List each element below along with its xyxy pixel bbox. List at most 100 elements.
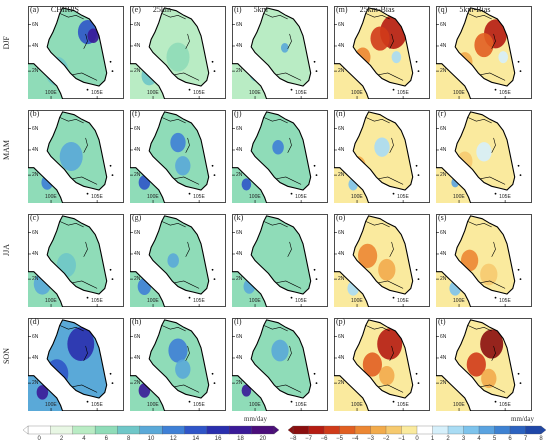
lat-label: 6N bbox=[134, 229, 141, 236]
lat-label: 6N bbox=[440, 229, 447, 236]
lon-label: 105E bbox=[499, 90, 511, 96]
lon-label: 100E bbox=[249, 90, 261, 96]
coastline-peninsula bbox=[250, 319, 312, 399]
lat-label: 2N bbox=[440, 172, 447, 179]
coastline-sumatra bbox=[130, 167, 166, 203]
lat-label: 6N bbox=[440, 333, 447, 340]
lon-label: 105E bbox=[397, 298, 409, 304]
map-panel-mam-5km bbox=[232, 110, 328, 203]
border-line bbox=[480, 384, 506, 393]
panel-letter: (l) bbox=[234, 317, 242, 326]
border-line bbox=[72, 176, 98, 185]
colorbar-tick-label: −1 bbox=[398, 436, 405, 442]
island-dot bbox=[417, 278, 420, 280]
border-line bbox=[59, 221, 84, 228]
island-dot bbox=[109, 164, 112, 167]
lat-label: 2N bbox=[440, 68, 447, 75]
lat-label: 2N bbox=[440, 380, 447, 387]
border-line bbox=[161, 117, 186, 124]
lat-label: 2N bbox=[32, 380, 39, 387]
panel-letter: (e) bbox=[132, 5, 141, 14]
coastline-peninsula bbox=[352, 7, 414, 87]
panel-letter: (a) bbox=[30, 5, 39, 14]
field-spot bbox=[87, 28, 100, 44]
panel-letter: (t) bbox=[438, 317, 446, 326]
field-spot bbox=[175, 156, 191, 176]
lat-label: 6N bbox=[32, 333, 39, 340]
map-panel-mam-chirps bbox=[28, 110, 124, 203]
colorbar-segment bbox=[447, 425, 464, 435]
colorbar-segment bbox=[251, 425, 275, 435]
colorbar-tick-label: 20 bbox=[259, 436, 267, 442]
lat-label: 4N bbox=[338, 146, 345, 153]
island-dot bbox=[86, 400, 89, 403]
coastline-sumatra bbox=[436, 63, 472, 99]
lat-label: 2N bbox=[338, 172, 345, 179]
island-dot bbox=[188, 400, 191, 403]
island-dot bbox=[392, 296, 395, 299]
map-panel-jja-5km-bias bbox=[436, 214, 532, 307]
colorbar-tick-label: 1 bbox=[430, 436, 435, 442]
border-line bbox=[467, 221, 492, 228]
map-panel-djf-chirps bbox=[28, 6, 124, 99]
coastline-sumatra bbox=[334, 63, 370, 99]
lat-label: 4N bbox=[32, 354, 39, 361]
coastline-sumatra bbox=[130, 63, 166, 99]
lat-label: 4N bbox=[338, 250, 345, 257]
season-label-djf: DJF bbox=[2, 36, 11, 50]
lat-label: 4N bbox=[236, 354, 243, 361]
field-spot bbox=[498, 51, 508, 64]
column-title: 25km bbox=[152, 5, 172, 14]
border-line bbox=[480, 280, 506, 289]
colorbar-tick-label: 2 bbox=[59, 436, 64, 442]
border-line bbox=[287, 33, 292, 49]
border-line bbox=[174, 176, 200, 185]
colorbar-segment bbox=[416, 425, 433, 435]
lat-label: 2N bbox=[338, 68, 345, 75]
lat-label: 6N bbox=[134, 125, 141, 132]
coastline-sumatra bbox=[436, 375, 472, 411]
island-dot bbox=[313, 268, 316, 271]
border-line bbox=[365, 117, 390, 124]
island-dot bbox=[188, 296, 191, 299]
coastline-peninsula bbox=[46, 111, 108, 191]
field-spot bbox=[241, 384, 252, 397]
panel-label: (q) 5km-Bias bbox=[438, 5, 490, 14]
lat-label: 6N bbox=[338, 229, 345, 236]
island-dot bbox=[188, 88, 191, 91]
panel-letter: (m) bbox=[336, 5, 348, 14]
island-dot bbox=[494, 192, 497, 195]
island-dot bbox=[211, 60, 214, 63]
panel-label: (g) bbox=[132, 213, 141, 222]
map-panel-djf-25km bbox=[130, 6, 226, 99]
lon-label: 105E bbox=[295, 194, 307, 200]
border-line bbox=[276, 384, 302, 393]
border-line bbox=[161, 221, 186, 228]
border-line bbox=[378, 280, 404, 289]
coastline-sumatra bbox=[28, 167, 64, 203]
field-spot bbox=[175, 359, 191, 379]
coastline-sumatra bbox=[436, 271, 472, 307]
map-panel-jja-25km bbox=[130, 214, 226, 307]
colorbar-tick-label: 7 bbox=[523, 436, 528, 442]
panel-label: (e) 25km bbox=[132, 5, 171, 14]
island-dot bbox=[109, 268, 112, 271]
panel-letter: (f) bbox=[132, 109, 140, 118]
island-dot bbox=[211, 268, 214, 271]
island-dot bbox=[517, 60, 520, 63]
lat-label: 2N bbox=[236, 276, 243, 283]
colorbar-end-high bbox=[540, 425, 546, 435]
field-spot bbox=[377, 328, 403, 360]
colorbar-segment bbox=[478, 425, 495, 435]
border-line bbox=[263, 117, 288, 124]
border-line bbox=[467, 117, 492, 124]
map-panel-djf-25km-bias bbox=[334, 6, 430, 99]
border-line bbox=[72, 280, 98, 289]
lat-label: 4N bbox=[32, 250, 39, 257]
island-dot bbox=[211, 372, 214, 375]
island-dot bbox=[213, 70, 216, 72]
lon-label: 100E bbox=[453, 298, 465, 304]
island-dot bbox=[111, 382, 114, 384]
field-spot bbox=[272, 139, 284, 155]
